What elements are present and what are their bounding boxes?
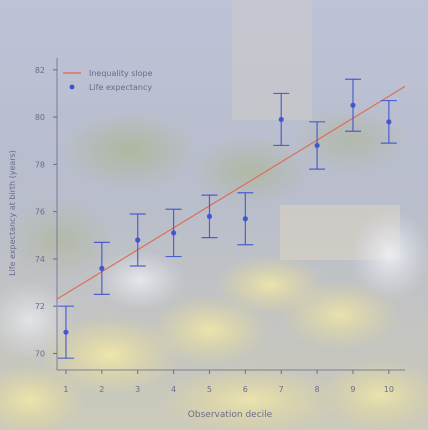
y-tick-label: 70 bbox=[35, 349, 45, 358]
data-point-group bbox=[165, 208, 182, 258]
data-point-group bbox=[309, 121, 326, 170]
data-point-group bbox=[129, 213, 146, 267]
legend-point-swatch bbox=[69, 84, 75, 90]
x-tick-label: 10 bbox=[384, 385, 394, 394]
y-tick-label: 80 bbox=[35, 113, 45, 122]
data-point-group bbox=[57, 305, 74, 359]
y-tick-label: 76 bbox=[35, 208, 45, 217]
data-point-group bbox=[201, 194, 218, 239]
data-point bbox=[206, 213, 213, 219]
x-tick-label: 5 bbox=[207, 385, 212, 394]
x-tick-label: 9 bbox=[350, 385, 355, 394]
fit-line bbox=[56, 85, 406, 300]
y-tick-label: 74 bbox=[35, 255, 45, 264]
legend: Inequality slope Life expectancy bbox=[63, 69, 153, 92]
data-point-group bbox=[237, 192, 254, 246]
x-tick-label: 3 bbox=[135, 385, 140, 394]
data-point bbox=[135, 237, 141, 243]
x-axis-label: Observation decile bbox=[188, 410, 273, 420]
x-tick-label: 7 bbox=[279, 385, 284, 394]
y-axis-label: Life expectancy at birth (years) bbox=[8, 150, 17, 276]
data-point bbox=[278, 116, 284, 123]
data-point bbox=[314, 142, 320, 149]
data-point bbox=[242, 216, 248, 222]
x-tick-label: 4 bbox=[171, 385, 176, 394]
x-tick-label: 1 bbox=[63, 385, 68, 394]
legend-label-inequality-slope: Inequality slope bbox=[89, 69, 153, 78]
data-point-group bbox=[380, 99, 397, 144]
data-point bbox=[386, 119, 392, 125]
data-point bbox=[63, 329, 69, 335]
data-point-group bbox=[344, 78, 361, 132]
y-tick-label: 72 bbox=[35, 302, 45, 311]
data-point-group bbox=[273, 92, 290, 147]
legend-label-life-expectancy: Life expectancy bbox=[89, 83, 152, 92]
y-tick-label: 82 bbox=[35, 66, 45, 75]
x-tick-label: 2 bbox=[99, 385, 104, 394]
data-point bbox=[350, 102, 356, 108]
data-point bbox=[99, 265, 105, 271]
data-point-group bbox=[93, 241, 110, 295]
data-point bbox=[170, 230, 177, 236]
data-points bbox=[57, 78, 397, 359]
y-tick-label: 78 bbox=[35, 160, 45, 169]
x-tick-label: 8 bbox=[315, 385, 320, 394]
fit-line-segment bbox=[56, 85, 406, 300]
x-tick-label: 6 bbox=[243, 385, 248, 394]
